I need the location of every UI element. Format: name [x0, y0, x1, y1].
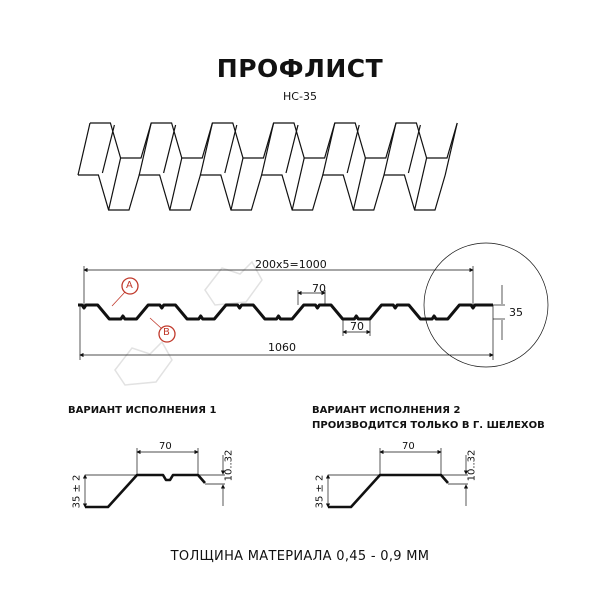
marker-a: A [126, 280, 133, 291]
marker-b: B [163, 327, 170, 338]
sheet-profile [78, 242, 549, 368]
variant2-title: ВАРИАНТ ИСПОЛНЕНИЯ 2 [312, 405, 461, 416]
variant2-note: ПРОИЗВОДИТСЯ ТОЛЬКО В Г. ШЕЛЕХОВ [312, 420, 545, 431]
variant1-edge: 10..32 [223, 449, 235, 482]
dim-height-label: 35 [509, 306, 523, 319]
sheet-3d-view [77, 122, 458, 211]
sheet-rib-line [444, 122, 458, 176]
sheet-rib-line [163, 124, 177, 174]
sheet-rib-line [230, 157, 244, 211]
marker-a-leader [111, 291, 126, 307]
dim-bottom-width-label: 70 [350, 320, 364, 333]
sheet-rib-line [77, 122, 91, 176]
marker-b-circle [158, 325, 176, 343]
dim-pitch-label: 200x5=1000 [255, 258, 327, 271]
sheet-rib-line [138, 122, 152, 176]
variant1-title: ВАРИАНТ ИСПОЛНЕНИЯ 1 [68, 405, 217, 416]
model-label: НС-35 [283, 90, 317, 103]
sheet-rib-line [224, 124, 238, 174]
sheet-rib-line [352, 157, 366, 211]
variant1-width: 70 [159, 441, 172, 452]
watermark-logo-shape [204, 260, 263, 306]
material-thickness: ТОЛЩИНА МАТЕРИАЛА 0,45 - 0,9 ММ [170, 549, 430, 564]
variant2-height: 35 ± 2 [314, 474, 326, 509]
sheet-rib-line [199, 122, 213, 176]
sheet-rib-line [322, 122, 336, 176]
watermark-logo [114, 260, 263, 386]
sheet-rib-line [291, 157, 305, 211]
dim-top-width-label: 70 [312, 282, 326, 295]
variant1-height: 35 ± 2 [71, 474, 83, 509]
profile-line [78, 303, 493, 321]
marker-b-leader [149, 317, 162, 329]
sheet-rib-line [169, 157, 183, 211]
variant2-profile [328, 473, 449, 509]
variant2-edge: 10..32 [466, 449, 478, 482]
sheet-rib-line [407, 124, 421, 174]
sheet-rib-line [285, 124, 299, 174]
sheet-front-edge [78, 174, 446, 211]
detail-circle [423, 242, 549, 368]
marker-a-circle [121, 277, 139, 295]
sheet-rib-line [346, 124, 360, 174]
watermark-logo-shape [114, 340, 173, 386]
variant2-width: 70 [402, 441, 415, 452]
dim-total-label: 1060 [268, 341, 296, 354]
sheet-back-edge [90, 122, 458, 159]
variant-details [82, 448, 469, 509]
sheet-rib-line [261, 122, 275, 176]
sheet-rib-line [108, 157, 122, 211]
sheet-rib-line [101, 124, 115, 174]
page-title: ПРОФЛИСТ [216, 54, 384, 83]
variant1-profile [85, 473, 206, 509]
sheet-rib-line [383, 122, 397, 176]
sheet-rib-line [414, 157, 428, 211]
